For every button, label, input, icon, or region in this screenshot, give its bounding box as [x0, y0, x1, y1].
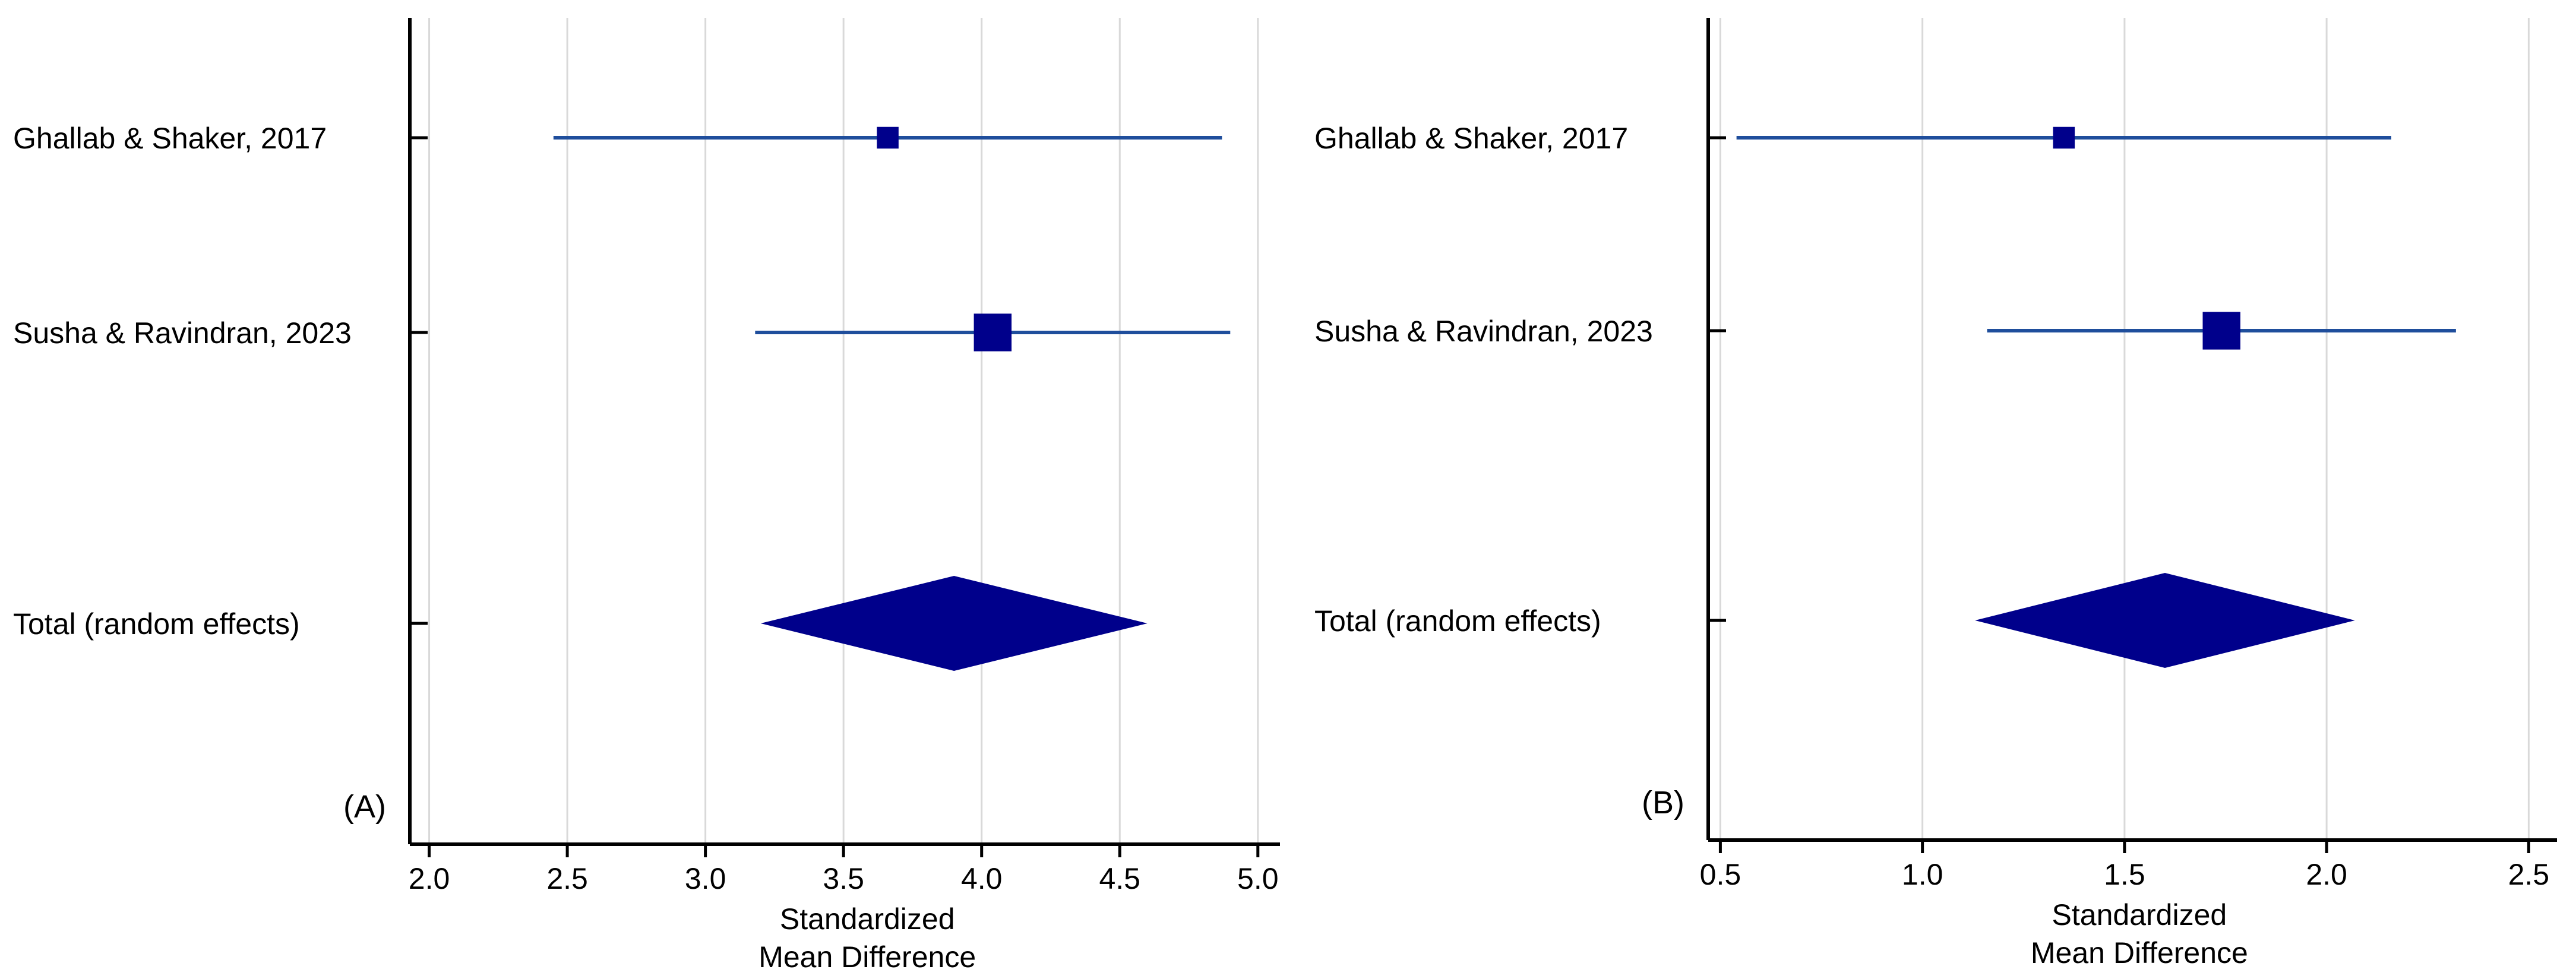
x-axis-title-line2-b: Mean Difference [2031, 936, 2248, 970]
x-axis-title-line1-a: Standardized [780, 902, 955, 936]
x-tick-label-b-4: 2.5 [2508, 858, 2550, 891]
panel-label-b: (B) [1642, 785, 1684, 820]
study-point-estimate-a-0 [877, 126, 899, 149]
study-label-b-1: Susha & Ravindran, 2023 [1314, 315, 1653, 348]
x-tick-label-b-3: 2.0 [2306, 858, 2347, 891]
forest-panel-b: 0.5 1.0 1.5 2.0 2.5 Standardized Mean Differen… [1314, 18, 2557, 970]
pooled-effect-diamond-a [760, 576, 1148, 671]
x-tick-label-a-4: 4.0 [961, 862, 1003, 895]
study-point-estimate-a-1 [973, 313, 1012, 351]
x-tick-label-b-1: 1.0 [1902, 858, 1943, 891]
study-point-estimate-b-1 [2202, 312, 2240, 350]
x-tick-label-a-3: 3.5 [823, 862, 864, 895]
x-axis-title-line2-a: Mean Difference [758, 940, 976, 974]
x-tick-label-a-5: 4.5 [1099, 862, 1140, 895]
x-tick-label-b-0: 0.5 [1700, 858, 1741, 891]
pooled-effect-diamond-b [1975, 573, 2355, 668]
total-label-a: Total (random effects) [13, 607, 300, 641]
x-tick-label-a-2: 3.0 [685, 862, 726, 895]
x-tick-label-b-2: 1.5 [2104, 858, 2145, 891]
total-label-b: Total (random effects) [1314, 604, 1601, 638]
x-tick-label-a-1: 2.5 [546, 862, 588, 895]
x-tick-label-a-6: 5.0 [1237, 862, 1279, 895]
x-axis-title-line1-b: Standardized [2052, 898, 2227, 932]
study-point-estimate-b-0 [2053, 126, 2075, 149]
panel-label-a: (A) [343, 789, 386, 825]
study-label-a-1: Susha & Ravindran, 2023 [13, 316, 352, 350]
study-label-a-0: Ghallab & Shaker, 2017 [13, 122, 327, 155]
forest-panel-a: 2.0 2.5 3.0 3.5 4.0 4.5 5.0 Standardized Mean Di… [13, 18, 1280, 974]
study-label-b-0: Ghallab & Shaker, 2017 [1314, 122, 1628, 155]
x-tick-label-a-0: 2.0 [409, 862, 450, 895]
